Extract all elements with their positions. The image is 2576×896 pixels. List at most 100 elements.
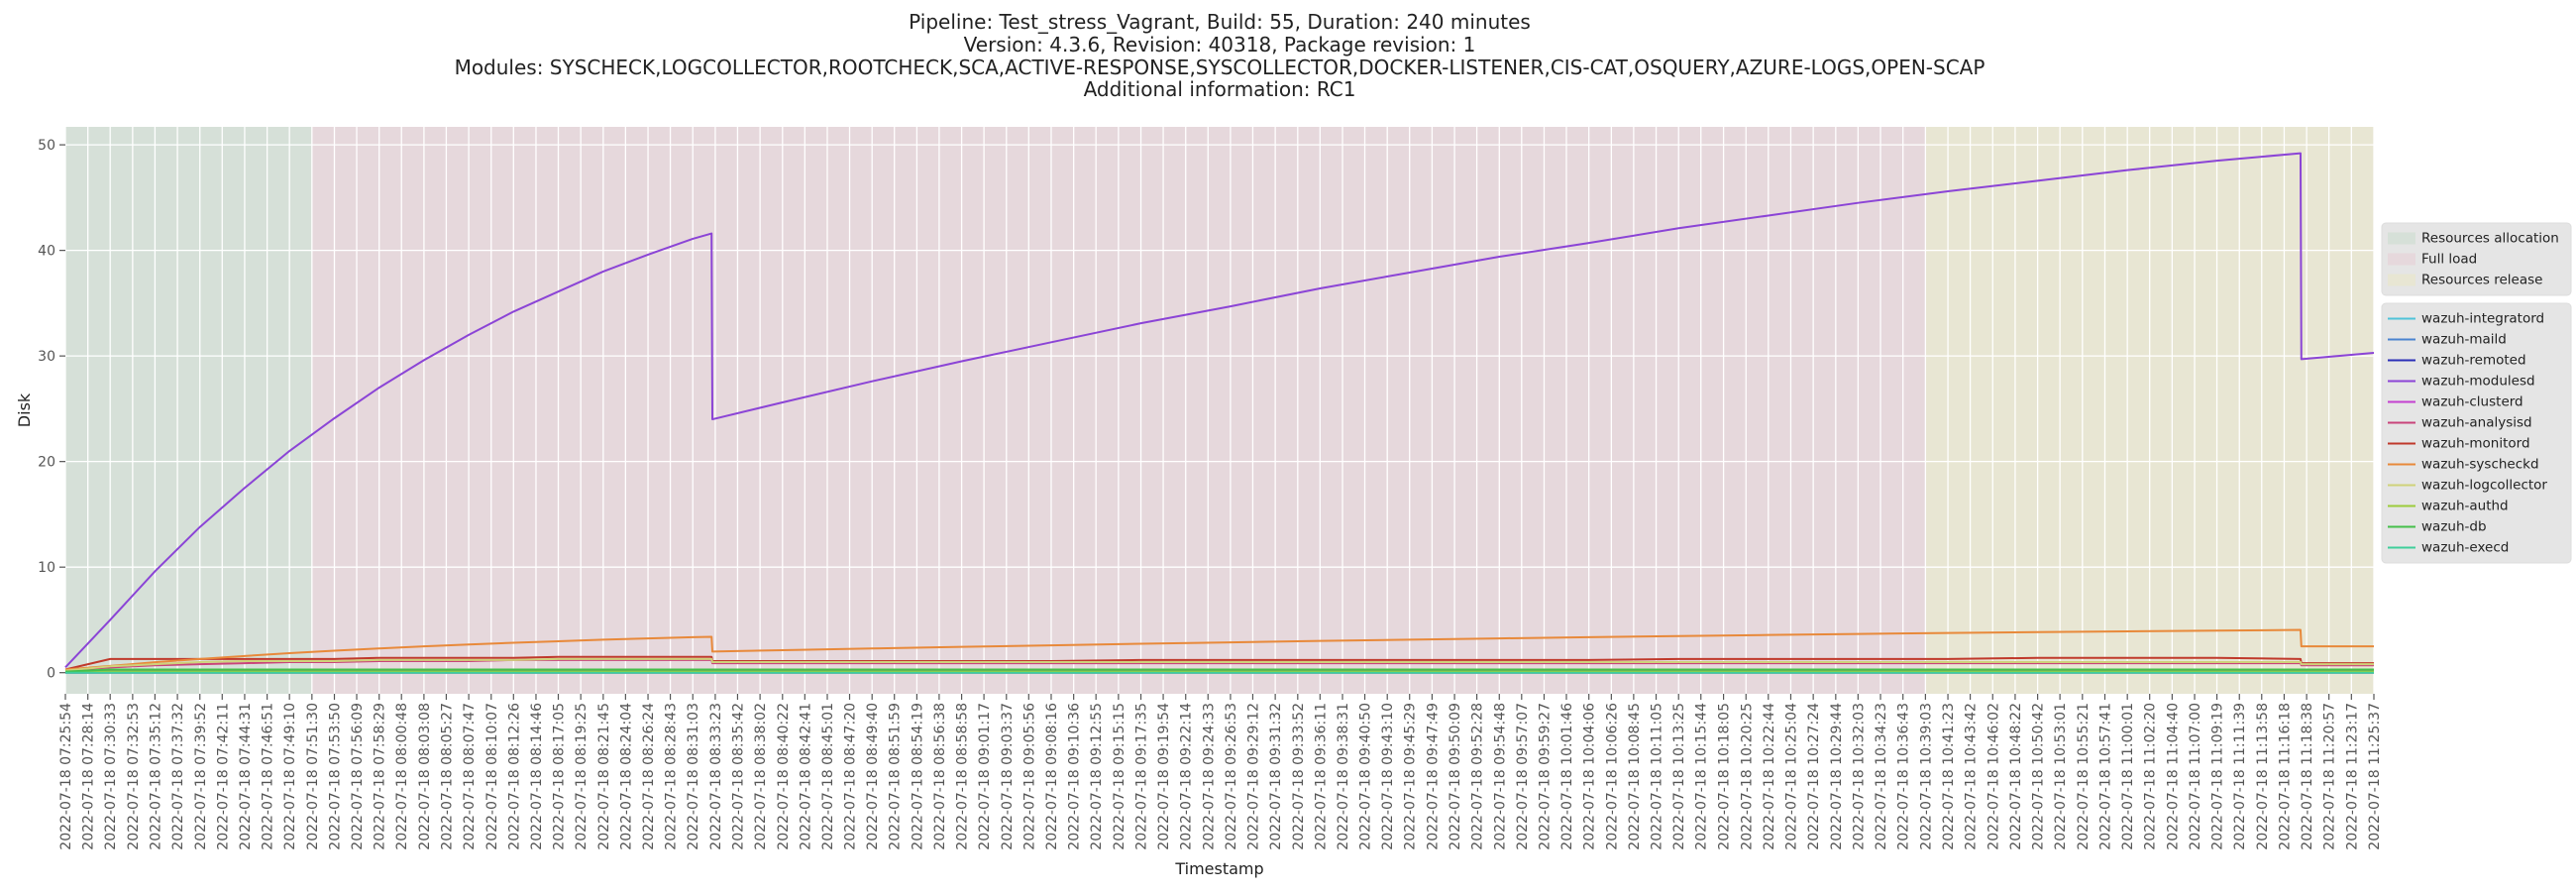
x-tick-label: 2022-07-18 07:56:09 (350, 703, 366, 850)
x-tick-label: 2022-07-18 10:55:21 (2076, 703, 2092, 850)
legend-swatch (2388, 232, 2415, 245)
x-tick-label: 2022-07-18 08:12:26 (506, 703, 522, 850)
x-tick-label: 2022-07-18 10:29:44 (1829, 703, 1845, 850)
x-tick-label: 2022-07-18 10:27:24 (1806, 703, 1822, 850)
legend-label: wazuh-execd (2421, 540, 2509, 556)
x-tick-label: 2022-07-18 11:09:19 (2210, 703, 2226, 850)
x-tick-label: 2022-07-18 10:04:06 (1582, 703, 1598, 850)
legend-label: Full load (2421, 252, 2477, 268)
x-tick-label: 2022-07-18 11:25:37 (2367, 703, 2383, 850)
x-tick-label: 2022-07-18 07:39:52 (193, 703, 209, 850)
y-tick-label: 50 (38, 138, 55, 154)
series-line (64, 668, 2374, 673)
x-tick-label: 2022-07-18 08:14:46 (529, 703, 545, 850)
legend-label: wazuh-syscheckd (2421, 457, 2539, 473)
x-tick-label: 2022-07-18 10:32:03 (1851, 703, 1867, 850)
legend-label: wazuh-db (2421, 519, 2487, 535)
x-tick-label: 2022-07-18 11:20:57 (2322, 703, 2338, 850)
x-tick-label: 2022-07-18 10:53:01 (2053, 703, 2069, 850)
x-tick-label: 2022-07-18 09:17:35 (1134, 703, 1150, 850)
x-tick-label: 2022-07-18 08:00:48 (394, 703, 410, 850)
x-tick-label: 2022-07-18 08:17:05 (551, 703, 567, 850)
x-tick-label: 2022-07-18 09:57:07 (1515, 703, 1531, 850)
legend-label: wazuh-logcollector (2421, 478, 2547, 494)
x-tick-label: 2022-07-18 08:19:25 (574, 703, 590, 850)
legend-box (2381, 222, 2572, 296)
x-tick-label: 2022-07-18 08:40:22 (776, 703, 792, 850)
x-tick-label: 2022-07-18 09:43:10 (1380, 703, 1396, 850)
legend-swatch (2388, 253, 2415, 266)
series-line (64, 655, 2374, 671)
x-tick-label: 2022-07-18 09:33:52 (1291, 703, 1307, 850)
x-tick-label: 2022-07-18 10:25:04 (1783, 703, 1799, 850)
legend-label: wazuh-clusterd (2421, 394, 2523, 410)
y-tick-label: 30 (38, 349, 55, 365)
series-line (64, 657, 2374, 672)
chart-title: Version: 4.3.6, Revision: 40318, Package… (964, 33, 1476, 56)
x-tick-label: 2022-07-18 08:28:43 (664, 703, 680, 850)
x-tick-label: 2022-07-18 10:20:25 (1739, 703, 1755, 850)
x-tick-label: 2022-07-18 11:16:18 (2277, 703, 2293, 850)
x-tick-label: 2022-07-18 07:42:11 (215, 703, 231, 850)
x-tick-label: 2022-07-18 08:47:20 (843, 703, 859, 850)
x-tick-label: 2022-07-18 08:10:07 (484, 703, 500, 850)
x-tick-label: 2022-07-18 10:06:26 (1604, 703, 1620, 850)
x-tick-label: 2022-07-18 11:00:01 (2120, 703, 2136, 850)
x-tick-label: 2022-07-18 09:24:33 (1201, 703, 1217, 850)
y-tick-label: 40 (38, 244, 55, 260)
x-tick-label: 2022-07-18 07:51:30 (305, 703, 321, 850)
x-tick-label: 2022-07-18 07:53:50 (328, 703, 344, 850)
x-tick-label: 2022-07-18 10:46:02 (1986, 703, 2001, 850)
x-tick-label: 2022-07-18 09:08:16 (1044, 703, 1060, 850)
legend-swatch (2388, 274, 2415, 286)
x-tick-label: 2022-07-18 11:04:40 (2165, 703, 2181, 850)
chart-title: Pipeline: Test_stress_Vagrant, Build: 55… (909, 10, 1531, 34)
x-axis-label: Timestamp (1174, 859, 1263, 878)
x-tick-label: 2022-07-18 11:23:17 (2344, 703, 2360, 850)
x-tick-label: 2022-07-18 10:18:05 (1717, 703, 1733, 850)
x-tick-label: 2022-07-18 09:05:56 (1021, 703, 1037, 850)
x-tick-label: 2022-07-18 07:32:53 (126, 703, 142, 850)
x-tick-label: 2022-07-18 10:13:25 (1671, 703, 1687, 850)
legend-label: wazuh-analysisd (2421, 415, 2532, 431)
x-tick-label: 2022-07-18 08:45:01 (820, 703, 836, 850)
legend-label: wazuh-remoted (2421, 353, 2526, 369)
y-tick-label: 20 (38, 455, 55, 471)
x-tick-label: 2022-07-18 08:05:27 (439, 703, 455, 850)
x-tick-label: 2022-07-18 10:50:42 (2031, 703, 2047, 850)
legend-box (2381, 302, 2572, 564)
x-tick-label: 2022-07-18 07:30:33 (103, 703, 119, 850)
x-tick-label: 2022-07-18 09:10:36 (1067, 703, 1083, 850)
x-tick-label: 2022-07-18 09:38:31 (1336, 703, 1351, 850)
x-tick-label: 2022-07-18 08:21:45 (596, 703, 612, 850)
x-tick-label: 2022-07-18 10:34:23 (1874, 703, 1889, 850)
legend-label: wazuh-monitord (2421, 436, 2530, 452)
x-tick-label: 2022-07-18 09:12:55 (1089, 703, 1105, 850)
x-tick-label: 2022-07-18 09:52:28 (1470, 703, 1486, 850)
legend-label: wazuh-modulesd (2421, 374, 2535, 390)
x-tick-label: 2022-07-18 10:11:05 (1650, 703, 1665, 850)
x-tick-label: 2022-07-18 10:48:22 (2008, 703, 2024, 850)
x-tick-label: 2022-07-18 09:03:37 (1000, 703, 1016, 850)
y-axis-label: Disk (15, 392, 34, 427)
x-tick-label: 2022-07-18 08:56:38 (932, 703, 948, 850)
series-line (64, 152, 2375, 669)
legend-label: Resources release (2421, 273, 2542, 288)
series-line (64, 628, 2374, 671)
x-tick-label: 2022-07-18 09:47:49 (1425, 703, 1441, 850)
y-tick-label: 10 (38, 560, 55, 576)
legend-label: wazuh-authd (2421, 499, 2509, 514)
x-tick-label: 2022-07-18 08:49:40 (865, 703, 881, 850)
x-tick-label: 2022-07-18 07:49:10 (282, 703, 298, 850)
x-tick-label: 2022-07-18 08:54:19 (910, 703, 925, 850)
chart-title: Additional information: RC1 (1084, 77, 1356, 101)
x-tick-label: 2022-07-18 09:50:09 (1448, 703, 1463, 850)
x-tick-label: 2022-07-18 09:26:53 (1224, 703, 1239, 850)
x-tick-label: 2022-07-18 09:01:17 (977, 703, 993, 850)
x-tick-label: 2022-07-18 10:39:03 (1918, 703, 1934, 850)
x-tick-label: 2022-07-18 10:41:23 (1941, 703, 1957, 850)
phase-span (65, 127, 312, 694)
x-tick-label: 2022-07-18 09:45:29 (1403, 703, 1419, 850)
